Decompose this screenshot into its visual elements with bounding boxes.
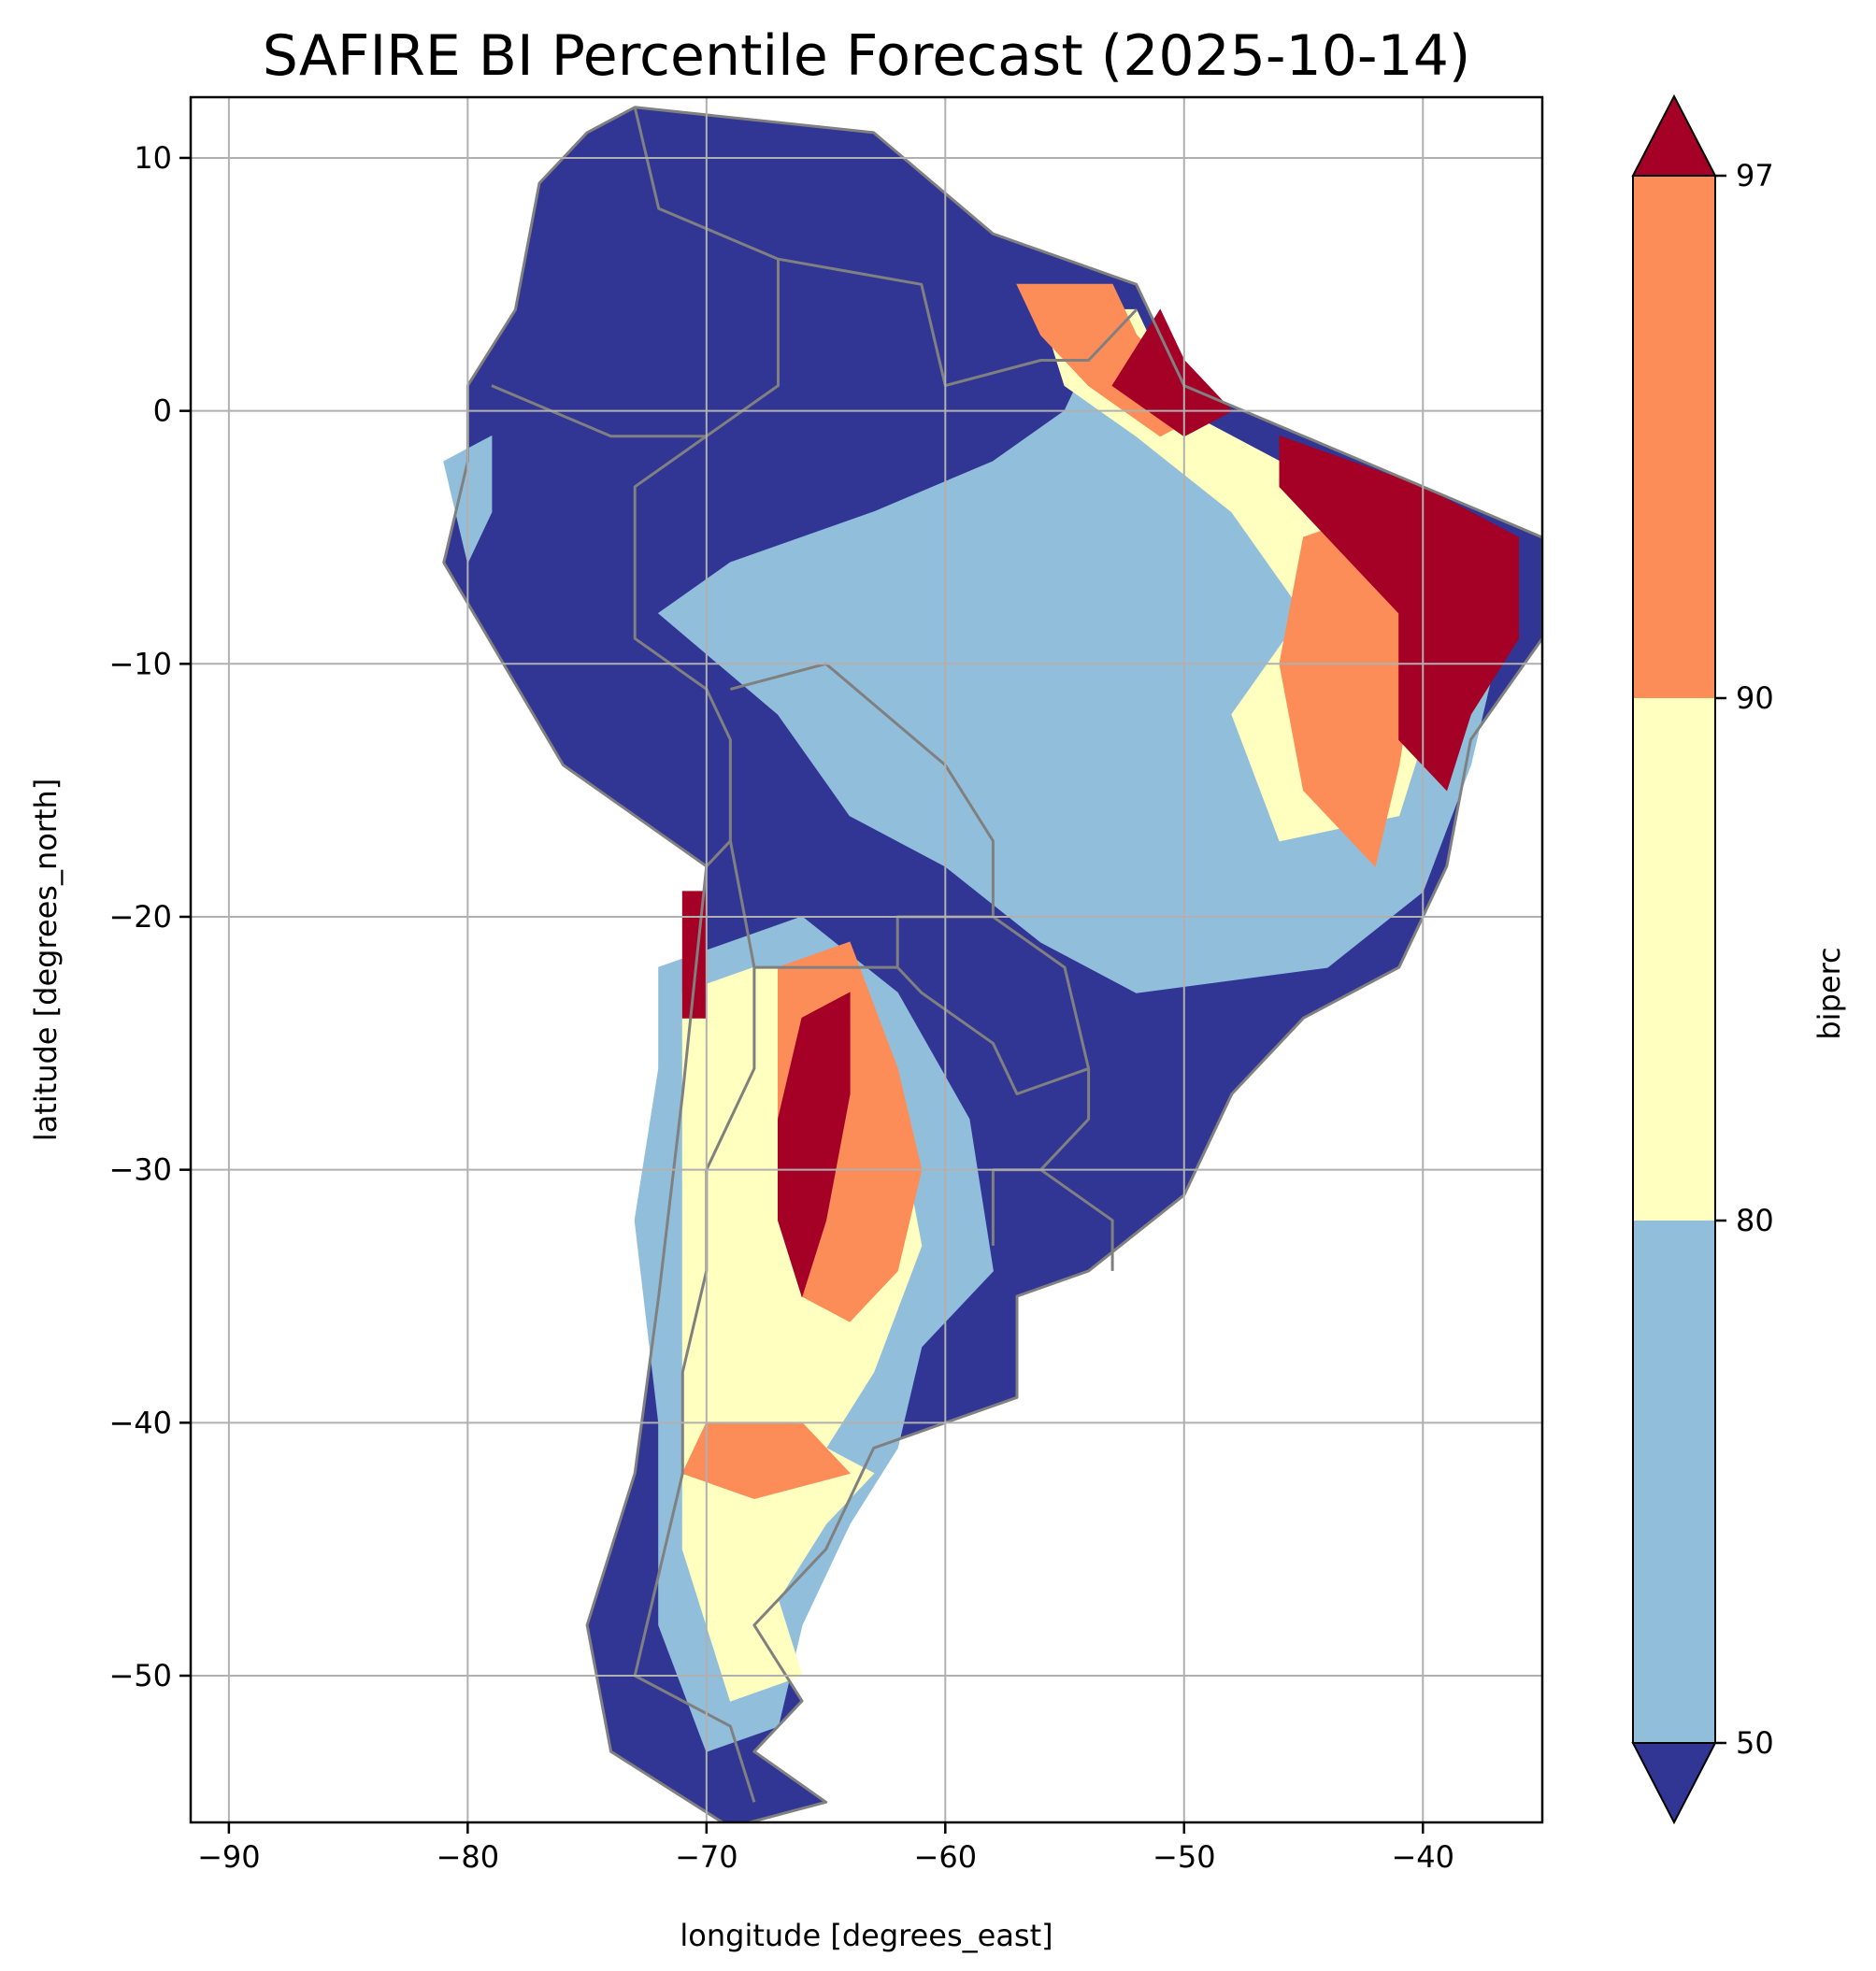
x-axis-label: longitude [degrees_east] (680, 1918, 1053, 1953)
x-axis-ticks: −90 −80 −70 −60 −50 −40 (197, 1822, 1454, 1875)
y-axis-ticks: 10 0 −10 −20 −30 −40 −50 (108, 140, 191, 1693)
x-tick-label: −70 (675, 1839, 738, 1875)
colorbar: 50 80 90 97 biperc (1631, 93, 1847, 1825)
y-tick-label: −10 (108, 646, 172, 681)
colorbar-label: biperc (1812, 947, 1847, 1039)
x-tick-label: −50 (1153, 1839, 1216, 1875)
y-tick-label: 10 (134, 140, 172, 176)
colorbar-segment (1633, 1221, 1715, 1743)
y-tick-label: −50 (108, 1658, 172, 1693)
colorbar-frame (1632, 175, 1716, 1744)
colorbar-segment (1633, 176, 1715, 698)
country-border-0 (491, 107, 780, 438)
map-title: SAFIRE BI Percentile Forecast (2025-10-1… (263, 23, 1471, 89)
colorbar-extend-bottom (1631, 1742, 1717, 1825)
country-border-6 (1039, 1168, 1114, 1271)
x-tick-label: −80 (437, 1839, 500, 1875)
country-border-4 (896, 915, 1091, 1095)
country-border-1 (778, 257, 1138, 388)
percentile-field (443, 107, 1542, 1822)
gridlines (191, 97, 1542, 1822)
y-axis-label: latitude [degrees_north] (28, 778, 64, 1142)
map-axes: −90 −80 −70 −60 −50 −40 10 0 −10 −20 −30 −40 −50 (108, 95, 1544, 1875)
colorbar-segment (1633, 698, 1715, 1221)
colorbar-tick-label: 97 (1736, 158, 1774, 193)
y-tick-label: −20 (108, 899, 172, 935)
region-above-97-12 (778, 992, 851, 1298)
x-tick-label: −40 (1391, 1839, 1454, 1875)
region-above-97-11 (1111, 308, 1233, 437)
x-tick-label: −60 (914, 1839, 978, 1875)
colorbar-tick-label: 80 (1736, 1203, 1774, 1238)
y-tick-label: 0 (153, 393, 172, 429)
colorbar-tick-label: 90 (1736, 680, 1774, 716)
x-tick-label: −90 (197, 1839, 261, 1875)
colorbar-tick-label: 50 (1736, 1725, 1774, 1761)
colorbar-extend-top (1631, 93, 1717, 177)
plot-frame (189, 95, 1544, 1824)
coastline (442, 106, 1542, 1822)
y-tick-label: −30 (108, 1152, 172, 1188)
y-tick-label: −40 (108, 1405, 172, 1440)
colorbar-ticks: 50 80 90 97 (1715, 158, 1774, 1761)
colorbar-segments (1631, 93, 1717, 1825)
